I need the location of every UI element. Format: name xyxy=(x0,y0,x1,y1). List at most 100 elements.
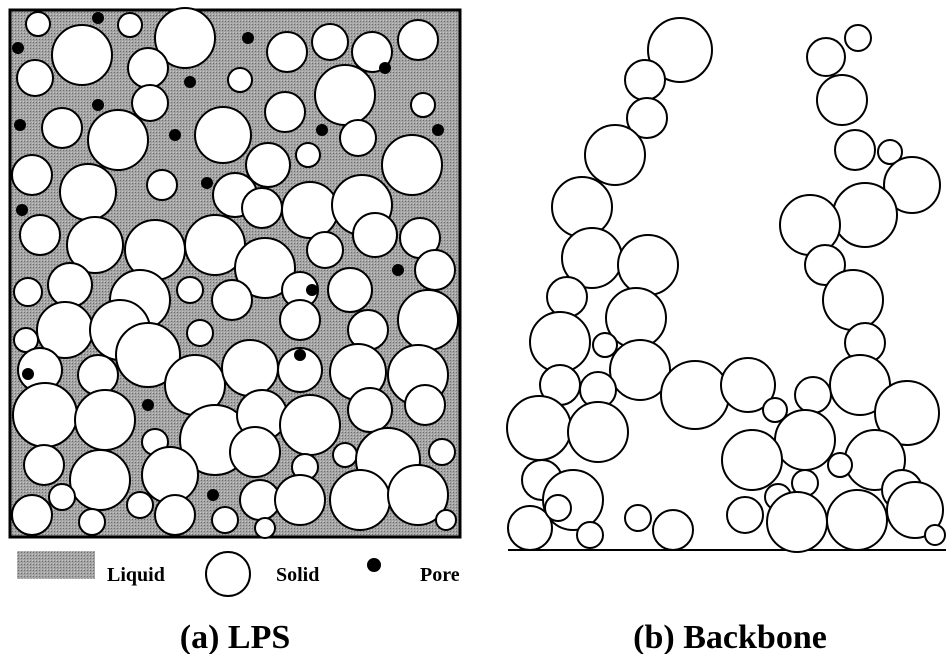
solid-particle xyxy=(328,268,372,312)
pore xyxy=(201,177,213,189)
solid-particle xyxy=(17,60,53,96)
backbone-particle xyxy=(828,453,852,477)
backbone-particle xyxy=(577,522,603,548)
legend: Liquid Solid Pore xyxy=(17,551,460,596)
pore xyxy=(92,99,104,111)
pore xyxy=(184,76,196,88)
pore xyxy=(242,32,254,44)
backbone-particle xyxy=(775,410,835,470)
solid-particle xyxy=(255,518,275,538)
backbone-particle xyxy=(530,312,590,372)
solid-particle xyxy=(222,340,278,396)
solid-particle xyxy=(275,475,325,525)
backbone-particle xyxy=(568,402,628,462)
solid-particle xyxy=(348,388,392,432)
legend-solid-swatch xyxy=(206,552,250,596)
legend-pore-swatch xyxy=(367,558,381,572)
solid-particle xyxy=(415,250,455,290)
solid-particle xyxy=(75,390,135,450)
pore xyxy=(169,129,181,141)
solid-particle xyxy=(212,280,252,320)
backbone-particle xyxy=(653,510,693,550)
solid-particle xyxy=(195,107,251,163)
caption: (b) Backbone xyxy=(633,619,827,654)
solid-particle xyxy=(12,495,52,535)
solid-particle xyxy=(282,182,338,238)
solid-particle xyxy=(212,507,238,533)
solid-particle xyxy=(398,20,438,60)
solid-particle xyxy=(48,263,92,307)
solid-particle xyxy=(330,470,390,530)
solid-particle xyxy=(230,427,280,477)
solid-particle xyxy=(411,93,435,117)
solid-particle xyxy=(333,443,357,467)
backbone-particle xyxy=(625,505,651,531)
pore xyxy=(432,124,444,136)
solid-particle xyxy=(228,68,252,92)
solid-particle xyxy=(436,510,456,530)
solid-particle xyxy=(118,13,142,37)
solid-particle xyxy=(88,110,148,170)
solid-particle xyxy=(265,92,305,132)
backbone-particle xyxy=(817,75,867,125)
backbone-particle xyxy=(585,125,645,185)
solid-particle xyxy=(128,48,168,88)
solid-particle xyxy=(296,143,320,167)
lps-panel xyxy=(10,8,460,538)
backbone-particle xyxy=(807,38,845,76)
pore xyxy=(392,264,404,276)
backbone-particle xyxy=(661,361,729,429)
backbone-particle xyxy=(833,183,897,247)
pore xyxy=(379,62,391,74)
solid-particle xyxy=(280,300,320,340)
backbone-particle xyxy=(722,430,782,490)
legend-label: Liquid xyxy=(107,564,165,586)
solid-particle xyxy=(127,492,153,518)
pore xyxy=(207,489,219,501)
backbone-panel xyxy=(507,18,946,552)
solid-particle xyxy=(147,170,177,200)
solid-particle xyxy=(78,355,118,395)
solid-particle xyxy=(132,85,168,121)
solid-particle xyxy=(13,383,77,447)
solid-particle xyxy=(312,24,348,60)
pore xyxy=(12,42,24,54)
backbone-particle xyxy=(547,277,587,317)
solid-particle xyxy=(155,495,195,535)
backbone-particle xyxy=(827,490,887,550)
solid-particle xyxy=(242,188,282,228)
solid-particle xyxy=(315,65,375,125)
solid-particle xyxy=(142,447,198,503)
solid-particle xyxy=(79,509,105,535)
backbone-particle xyxy=(835,130,875,170)
solid-particle xyxy=(12,155,52,195)
backbone-particle xyxy=(552,177,612,237)
solid-particle xyxy=(280,395,340,455)
pore xyxy=(316,124,328,136)
backbone-particle xyxy=(925,525,945,545)
backbone-particle xyxy=(545,495,571,521)
solid-particle xyxy=(429,439,455,465)
solid-particle xyxy=(60,164,116,220)
backbone-particle xyxy=(795,377,831,413)
backbone-particle xyxy=(823,270,883,330)
pore xyxy=(294,349,306,361)
legend-label: Solid xyxy=(276,564,319,586)
page: Liquid Solid Pore (a) LPS (b) Backbone (… xyxy=(0,0,946,654)
solid-particle xyxy=(49,484,75,510)
solid-particle xyxy=(70,450,130,510)
pore xyxy=(14,119,26,131)
backbone-particle xyxy=(727,497,763,533)
pore xyxy=(306,284,318,296)
solid-particle xyxy=(20,215,60,255)
backbone-particle xyxy=(767,492,827,552)
backbone-particle xyxy=(845,25,871,51)
pore xyxy=(16,204,28,216)
solid-particle xyxy=(398,290,458,350)
backbone-particle xyxy=(593,333,617,357)
solid-particle xyxy=(42,108,82,148)
solid-particle xyxy=(177,277,203,303)
solid-particle xyxy=(353,213,397,257)
solid-particle xyxy=(340,120,376,156)
solid-particle xyxy=(52,25,112,85)
